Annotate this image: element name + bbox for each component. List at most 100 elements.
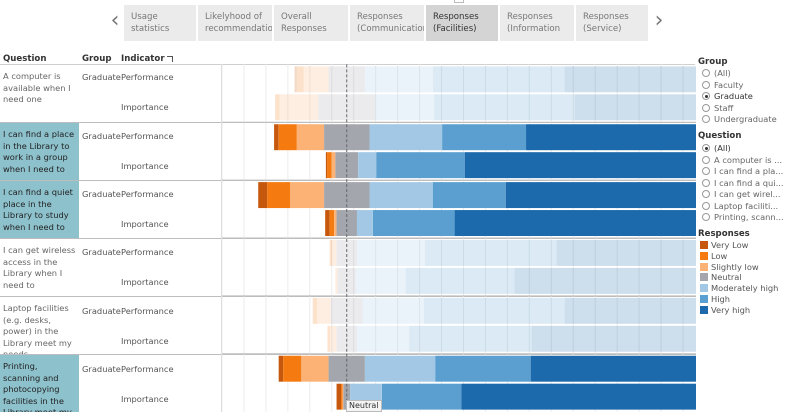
bar-segment-low[interactable] (341, 383, 343, 410)
bar-segment-very-high[interactable] (464, 152, 696, 179)
question-option[interactable]: I can find a qui... (702, 178, 783, 188)
bar-segment-very-high[interactable] (454, 210, 696, 237)
question-cell[interactable]: I can find a quiet place in the Library … (0, 181, 79, 238)
bar-segment-very-high[interactable] (556, 239, 696, 266)
bar-segment-moderately-high[interactable] (356, 325, 410, 352)
tab-overall-responses[interactable]: Overall Responses (274, 5, 348, 41)
group-column-header[interactable]: Group (82, 54, 112, 64)
bar-segment-high[interactable] (425, 239, 557, 266)
tab-responses-service[interactable]: Responses (Service) (576, 5, 648, 41)
bar-segment-high[interactable] (409, 325, 532, 352)
bar-segment-moderately-high[interactable] (369, 182, 434, 209)
radio-button-icon[interactable] (702, 213, 710, 221)
bar-segment-very-low[interactable] (274, 124, 279, 151)
bar-segment-high[interactable] (372, 210, 455, 237)
bar-segment-slightly-low[interactable] (335, 267, 338, 294)
legend-item[interactable]: Slightly low (700, 262, 759, 272)
bar-segment-very-low[interactable] (336, 383, 342, 410)
radio-button-icon[interactable] (702, 190, 710, 198)
bar-segment-low[interactable] (267, 182, 291, 209)
diverging-bar-chart[interactable] (221, 64, 696, 412)
legend-item[interactable]: High (700, 294, 730, 304)
tab-usage-statistics[interactable]: Usage statistics (124, 5, 196, 41)
indicator-column-header[interactable]: Indicator (121, 54, 173, 64)
radio-button-icon[interactable] (702, 155, 710, 164)
question-option[interactable]: I can get wirel... (702, 189, 781, 199)
bar-segment-high[interactable] (433, 66, 565, 93)
bar-segment-high[interactable] (376, 152, 465, 179)
bar-segment-moderately-high[interactable] (364, 355, 436, 382)
bar-segment-very-low[interactable] (325, 152, 328, 179)
question-option[interactable]: I can find a pla... (702, 166, 783, 176)
radio-button-icon[interactable] (702, 92, 710, 100)
bar-segment-neutral[interactable] (336, 239, 358, 266)
bar-segment-low[interactable] (312, 297, 318, 324)
group-option[interactable]: Undergraduate (702, 114, 777, 124)
bar-segment-slightly-low[interactable] (296, 124, 325, 151)
radio-button-icon[interactable] (702, 115, 710, 123)
group-option[interactable]: Graduate (702, 91, 753, 101)
tab-responses-communication[interactable]: Responses (Communication) (350, 5, 424, 41)
bar-segment-slightly-low[interactable] (279, 94, 319, 121)
radio-button-icon[interactable] (702, 80, 710, 89)
group-option[interactable]: (All) (702, 68, 731, 78)
bar-segment-moderately-high[interactable] (358, 152, 377, 179)
bar-segment-very-low[interactable] (325, 210, 330, 237)
bar-segment-low[interactable] (296, 66, 304, 93)
bar-segment-very-high[interactable] (526, 124, 696, 151)
bar-segment-very-high[interactable] (530, 355, 696, 382)
radio-button-icon[interactable] (702, 144, 710, 152)
bar-segment-very-high[interactable] (461, 383, 696, 410)
bar-segment-slightly-low[interactable] (301, 355, 329, 382)
bar-segment-neutral[interactable] (336, 210, 358, 237)
radio-button-icon[interactable] (702, 103, 710, 112)
question-option[interactable]: (All) (702, 143, 731, 153)
tab-likelyhood-of-recommendation[interactable]: Likelyhood of recommendation (198, 5, 272, 41)
bar-segment-low[interactable] (278, 124, 297, 151)
bar-segment-moderately-high[interactable] (375, 94, 435, 121)
bar-segment-moderately-high[interactable] (356, 239, 426, 266)
bar-segment-low[interactable] (327, 325, 330, 352)
bar-segment-slightly-low[interactable] (329, 325, 337, 352)
bar-segment-moderately-high[interactable] (356, 210, 373, 237)
bar-segment-low[interactable] (329, 239, 332, 266)
bar-segment-slightly-low[interactable] (334, 210, 337, 237)
bar-segment-low[interactable] (283, 355, 302, 382)
bar-segment-neutral[interactable] (343, 383, 351, 410)
bar-segment-very-low[interactable] (294, 66, 297, 93)
legend-item[interactable]: Moderately high (700, 283, 778, 293)
question-cell[interactable]: I can find a place in the Library to wor… (0, 123, 79, 180)
bar-segment-moderately-high[interactable] (364, 66, 434, 93)
bar-segment-very-high[interactable] (574, 94, 696, 121)
radio-button-icon[interactable] (702, 69, 710, 77)
question-option[interactable]: A computer is ... (702, 155, 782, 165)
legend-item[interactable]: Low (700, 251, 727, 261)
legend-item[interactable]: Very Low (700, 240, 748, 250)
question-cell[interactable]: I can get wireless access in the Library… (3, 245, 76, 290)
tabs-scroll-right-icon[interactable]: › (654, 8, 664, 33)
bar-segment-high[interactable] (381, 383, 462, 410)
question-option[interactable]: Printing, scann... (702, 212, 784, 222)
question-cell[interactable]: A computer is available when I need one (3, 71, 71, 105)
bar-segment-very-low[interactable] (278, 355, 284, 382)
bar-segment-slightly-low[interactable] (331, 239, 337, 266)
bar-segment-high[interactable] (442, 124, 527, 151)
bar-segment-high[interactable] (423, 297, 565, 324)
bar-segment-slightly-low[interactable] (289, 182, 324, 209)
group-option[interactable]: Staff (702, 103, 733, 113)
bar-segment-very-high[interactable] (514, 267, 696, 294)
question-cell[interactable]: Printing, scanning and photocopying faci… (0, 355, 79, 412)
radio-button-icon[interactable] (702, 201, 710, 210)
tabs-scroll-left-icon[interactable]: ‹ (110, 8, 120, 33)
sort-icon[interactable] (166, 55, 173, 62)
bar-segment-slightly-low[interactable] (303, 66, 329, 93)
bar-segment-very-high[interactable] (505, 182, 696, 209)
bar-segment-low[interactable] (329, 210, 335, 237)
tab-responses-facilities[interactable]: Responses (Facilities) (426, 5, 498, 41)
bar-segment-slightly-low[interactable] (317, 297, 331, 324)
legend-item[interactable]: Very high (700, 305, 750, 315)
radio-button-icon[interactable] (702, 178, 710, 187)
bar-segment-very-high[interactable] (564, 297, 696, 324)
bar-segment-high[interactable] (405, 267, 515, 294)
bar-segment-very-low[interactable] (258, 182, 268, 209)
